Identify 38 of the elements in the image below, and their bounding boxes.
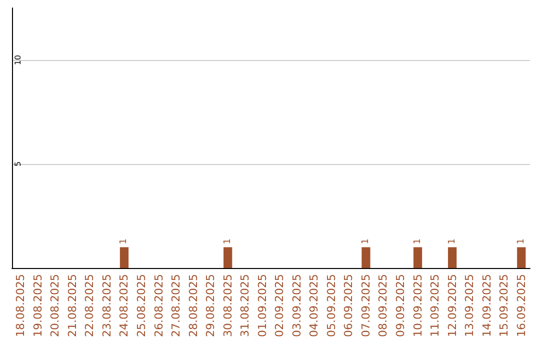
- x-tick-label: 26.08.2025: [152, 274, 166, 338]
- x-tick-label: 03.09.2025: [290, 274, 304, 338]
- x-tick-label: 06.09.2025: [342, 274, 356, 338]
- data-label: 1: [516, 238, 526, 244]
- data-label: 1: [119, 238, 130, 244]
- x-tick-label: 12.09.2025: [446, 274, 459, 338]
- x-tick-label: 07.09.2025: [359, 274, 372, 338]
- x-tick-label: 29.08.2025: [204, 274, 218, 338]
- x-tick-label: 01.09.2025: [256, 274, 269, 338]
- x-tick-label: 21.08.2025: [66, 274, 79, 338]
- x-tick-label: 25.08.2025: [135, 274, 148, 338]
- x-tick-label: 27.08.2025: [170, 274, 183, 338]
- data-label: 1: [222, 238, 233, 244]
- data-label: 1: [412, 238, 423, 244]
- y-tick-label: 10: [14, 54, 22, 66]
- x-tick-label: 23.08.2025: [100, 274, 114, 338]
- x-tick-label: 14.09.2025: [480, 274, 494, 338]
- y-tick-label: 5: [14, 161, 22, 167]
- x-tick-label: 02.09.2025: [273, 274, 286, 338]
- x-tick-label: 05.09.2025: [324, 274, 338, 338]
- x-tick-label: 30.08.2025: [221, 274, 234, 338]
- x-tick-label: 09.09.2025: [394, 274, 407, 338]
- x-tick-label: 19.08.2025: [31, 274, 44, 338]
- x-tick-label: 10.09.2025: [411, 274, 424, 338]
- x-tick-label: 28.08.2025: [186, 274, 200, 338]
- x-tick-label: 22.08.2025: [83, 274, 96, 338]
- x-tick-label: 20.08.2025: [48, 274, 62, 338]
- x-tick-label: 31.08.2025: [238, 274, 252, 338]
- x-tick-label: 13.09.2025: [463, 274, 476, 338]
- x-tick-label: 11.09.2025: [428, 274, 442, 338]
- x-tick-label: 24.08.2025: [118, 274, 131, 338]
- x-tick-label: 18.08.2025: [14, 274, 28, 338]
- data-label: 1: [447, 238, 458, 244]
- x-tick-label: 16.09.2025: [514, 274, 528, 338]
- x-tick-label: 15.09.2025: [498, 274, 511, 338]
- data-label: 1: [360, 238, 371, 244]
- x-tick-label: 08.09.2025: [376, 274, 390, 338]
- x-tick-label: 04.09.2025: [308, 274, 321, 338]
